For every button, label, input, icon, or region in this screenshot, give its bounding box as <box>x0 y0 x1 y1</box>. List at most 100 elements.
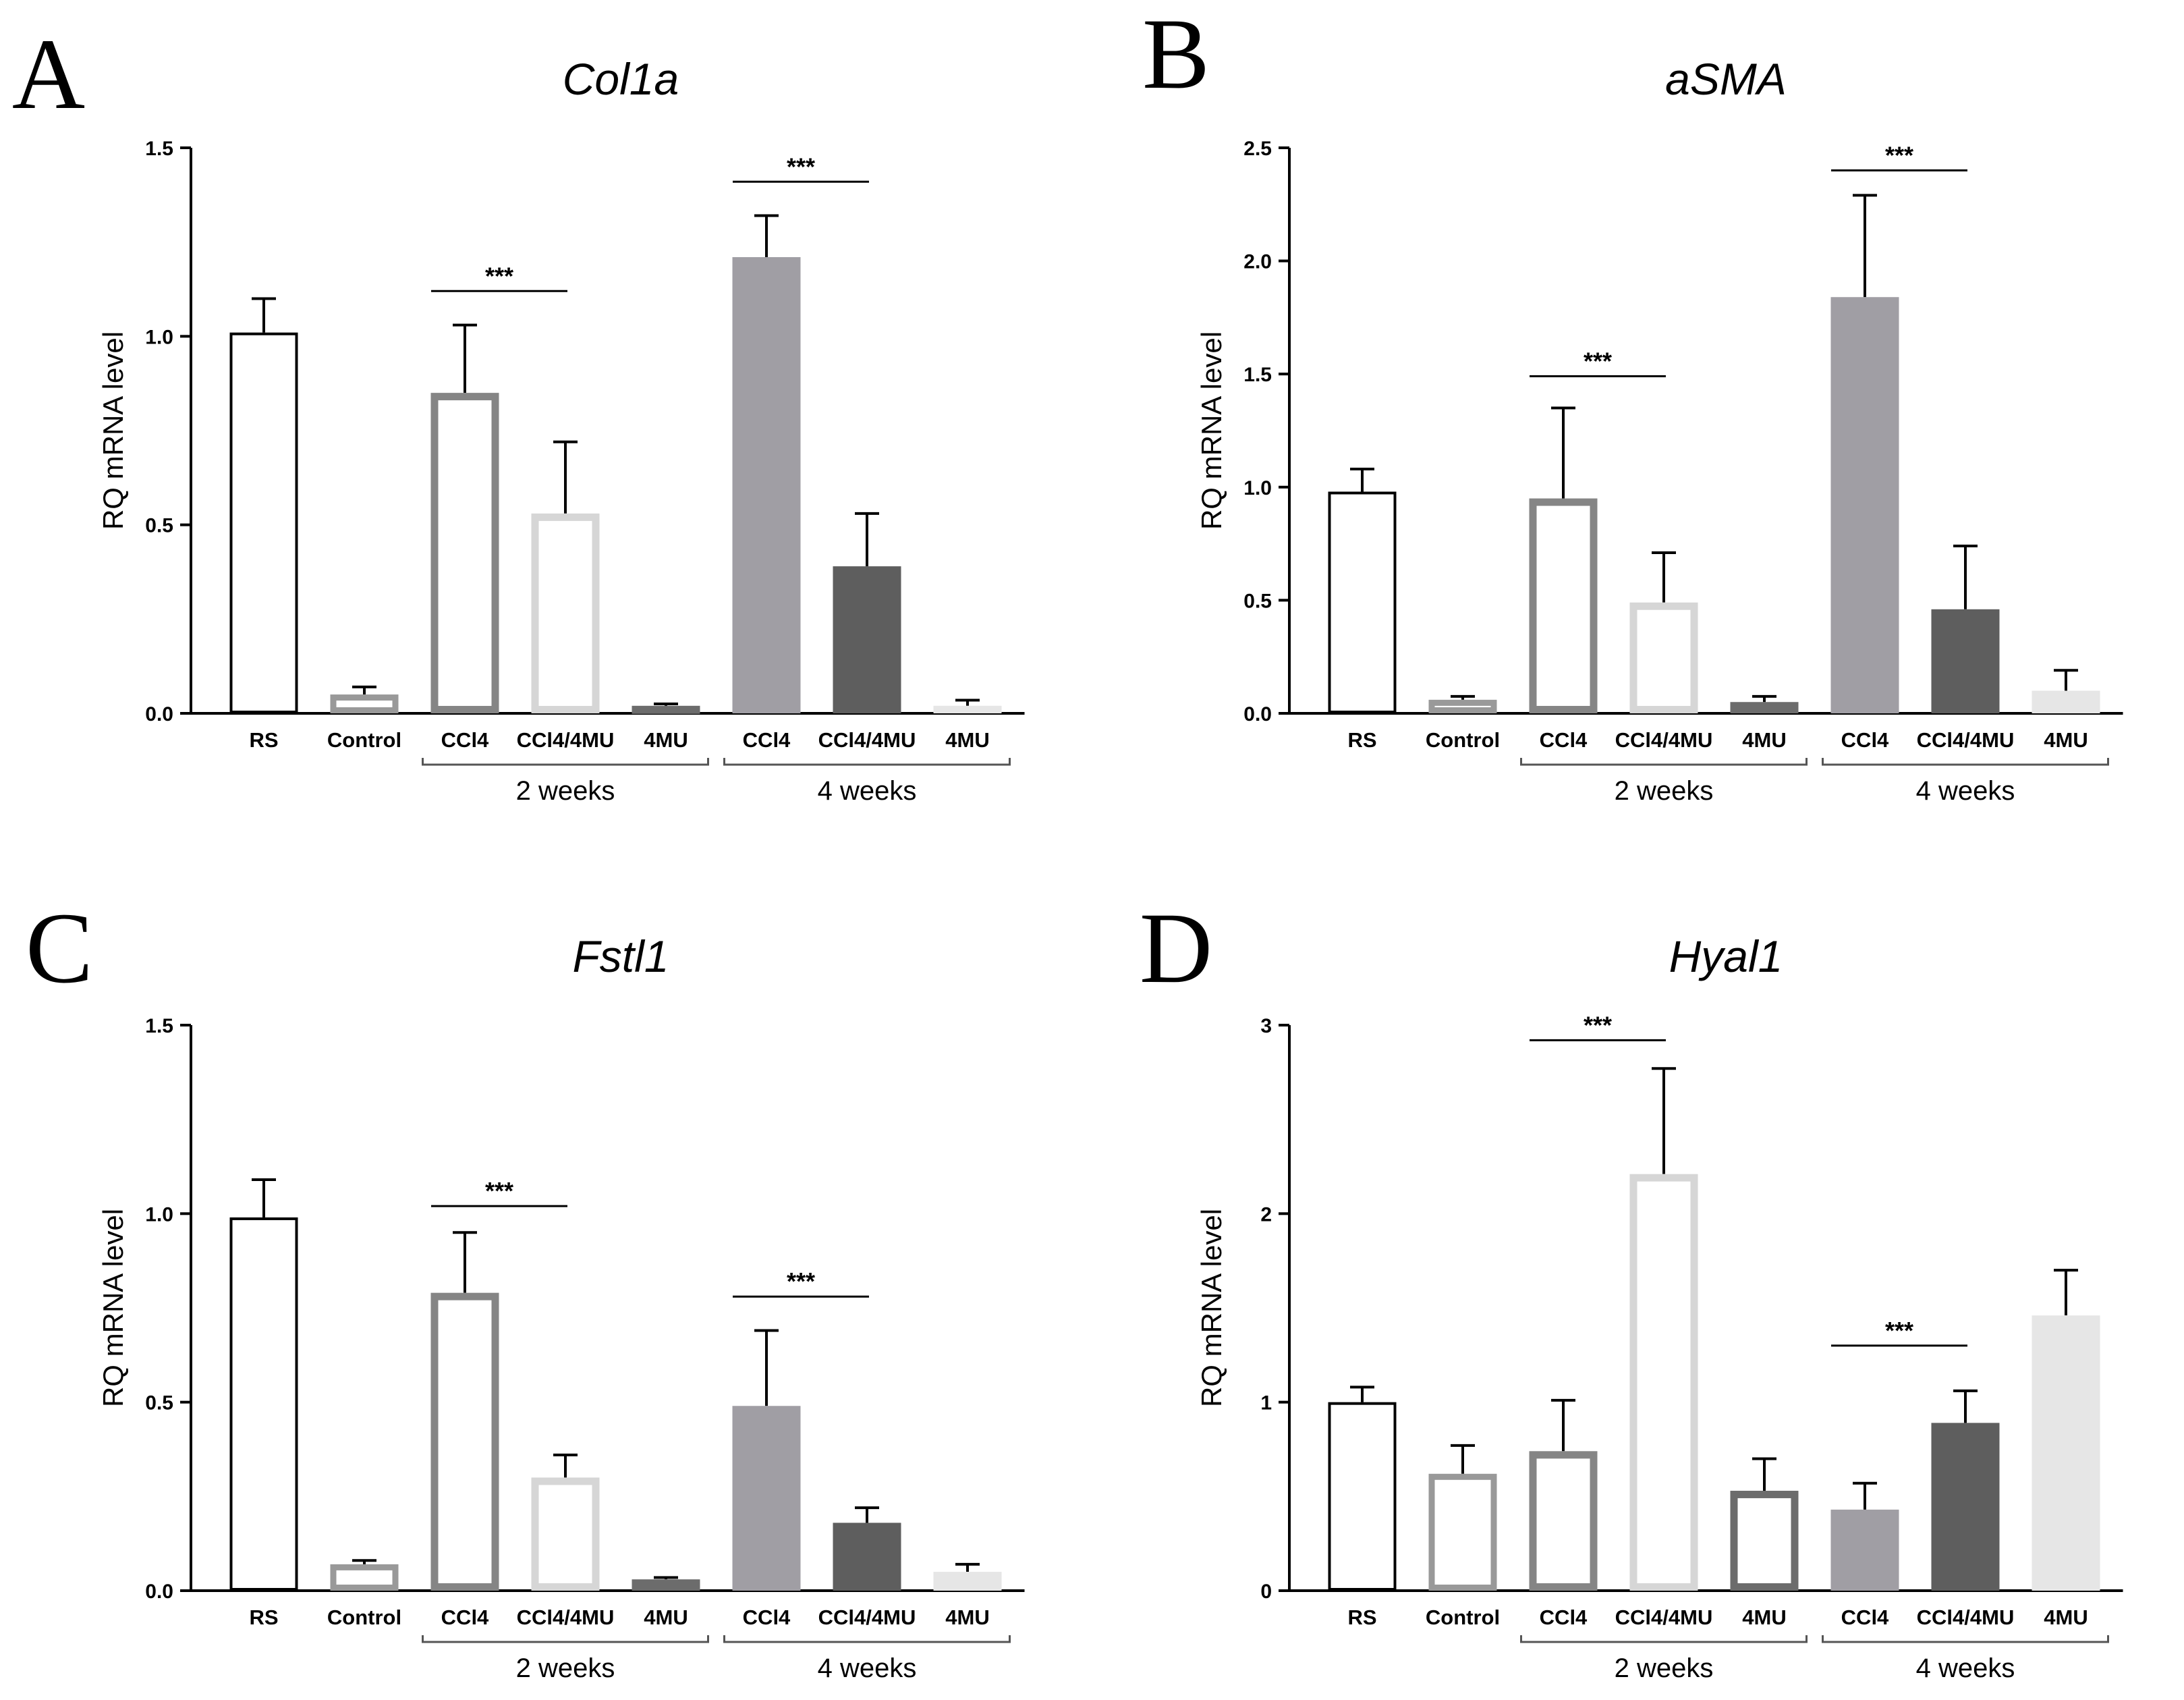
x-tick-label: 4MU <box>2044 1606 2088 1629</box>
bar <box>430 1292 499 1591</box>
y-tick-label: 2.5 <box>1243 138 1272 160</box>
y-tick-label: 1.0 <box>1243 477 1272 499</box>
y-axis-label: RQ mRNA level <box>97 1209 129 1407</box>
bar <box>2032 690 2100 713</box>
chart-title: Col1a <box>563 54 679 104</box>
bar <box>833 1523 901 1591</box>
significance-label: *** <box>1885 1317 1913 1344</box>
bar <box>229 332 298 714</box>
y-tick-label: 0.5 <box>145 515 173 537</box>
bar <box>1830 1509 1899 1591</box>
bar <box>1830 297 1899 713</box>
y-tick-label: 0.5 <box>1243 590 1272 612</box>
y-axis-label: RQ mRNA level <box>97 331 129 530</box>
x-tick-label: 4MU <box>1742 728 1786 752</box>
bar <box>732 257 801 714</box>
group-bracket <box>422 758 709 766</box>
y-tick-label: 1.5 <box>1243 364 1272 386</box>
group-bracket <box>1822 1635 2109 1643</box>
bar <box>1428 699 1497 713</box>
panel-letter: B <box>1142 0 1210 110</box>
bar <box>1629 1174 1698 1591</box>
y-tick-label: 1.0 <box>145 326 173 348</box>
significance-label: *** <box>1885 142 1913 169</box>
x-tick-label: CCl4 <box>1841 1606 1889 1629</box>
x-tick-label: CCl4/4MU <box>1917 728 2015 752</box>
panel-c: C Fstl1 RQ mRNA level 0.0 0.5 1.0 1.5 RS Control… <box>26 892 1025 1683</box>
panel-letter: C <box>26 892 93 1004</box>
group-label: 4 weeks <box>818 776 917 806</box>
group-bracket <box>1520 1635 1808 1643</box>
y-tick-label: 3 <box>1260 1015 1272 1037</box>
bar <box>933 705 1002 713</box>
x-tick-label: CCl4/4MU <box>1917 1606 2015 1629</box>
x-tick-label: CCl4/4MU <box>818 1606 916 1629</box>
significance-label: *** <box>1584 348 1612 375</box>
group-bracket <box>723 758 1011 766</box>
bar <box>229 1217 298 1591</box>
bar <box>632 705 700 714</box>
x-tick-label: 4MU <box>945 1606 989 1629</box>
chart-title: Hyal1 <box>1669 931 1783 981</box>
significance-label: *** <box>1584 1011 1612 1039</box>
x-tick-label: RS <box>1347 1606 1376 1629</box>
bar <box>833 566 901 713</box>
bar <box>1529 498 1598 713</box>
y-tick-label: 0.0 <box>145 1581 173 1603</box>
x-tick-label: Control <box>327 1606 401 1629</box>
y-tick-label: 1.5 <box>145 138 173 160</box>
x-tick-label: 4MU <box>945 728 989 752</box>
bar <box>1730 702 1799 713</box>
significance-label: *** <box>485 262 513 290</box>
bar <box>1629 602 1698 714</box>
group-label: 2 weeks <box>1615 776 1714 806</box>
y-axis-label: RQ mRNA level <box>1196 331 1227 530</box>
x-tick-label: CCl4 <box>441 1606 489 1629</box>
y-tick-label: 0 <box>1260 1581 1272 1603</box>
chart-title: aSMA <box>1665 54 1787 104</box>
x-tick-label: RS <box>1347 728 1376 752</box>
y-tick-label: 1 <box>1260 1392 1272 1415</box>
bar <box>1328 1402 1397 1591</box>
significance-label: *** <box>787 1267 815 1295</box>
group-label: 4 weeks <box>818 1653 917 1683</box>
y-tick-label: 1.0 <box>145 1203 173 1226</box>
y-tick-label: 2 <box>1260 1203 1272 1226</box>
x-tick-label: CCl4 <box>441 728 489 752</box>
x-tick-label: Control <box>1426 728 1500 752</box>
group-label: 4 weeks <box>1916 776 2015 806</box>
group-label: 2 weeks <box>516 1653 615 1683</box>
y-tick-label: 1.5 <box>145 1015 173 1037</box>
bar <box>330 1564 399 1591</box>
bar <box>1328 491 1397 714</box>
significance-label: *** <box>485 1177 513 1205</box>
x-tick-label: RS <box>249 728 278 752</box>
panel-d: D Hyal1 RQ mRNA level 0 1 2 3 RS Control CCl4 CCl4… <box>1140 892 2123 1683</box>
x-tick-label: CCl4 <box>743 728 791 752</box>
bar <box>632 1579 700 1591</box>
x-tick-label: Control <box>327 728 401 752</box>
panel-letter: D <box>1140 892 1212 1004</box>
bar <box>1931 1423 2000 1591</box>
significance-label: *** <box>787 153 815 180</box>
bar <box>531 513 600 713</box>
group-bracket <box>723 1635 1011 1643</box>
bar <box>732 1406 801 1591</box>
x-tick-label: CCl4 <box>1540 1606 1588 1629</box>
y-axis-label: RQ mRNA level <box>1196 1209 1227 1407</box>
x-tick-label: 4MU <box>1742 1606 1786 1629</box>
bar <box>330 694 399 713</box>
x-tick-label: CCl4/4MU <box>1615 728 1713 752</box>
bar <box>1931 609 2000 713</box>
group-bracket <box>1822 758 2109 766</box>
panel-letter: A <box>12 18 85 130</box>
bar <box>1428 1473 1497 1591</box>
bar <box>531 1477 600 1591</box>
bar <box>933 1572 1002 1591</box>
bar <box>1529 1451 1598 1591</box>
group-bracket <box>422 1635 709 1643</box>
y-tick-label: 0.5 <box>145 1392 173 1415</box>
panel-a: A Col1a RQ mRNA level 0.0 0.5 1.0 1.5 RS Control… <box>12 18 1025 806</box>
